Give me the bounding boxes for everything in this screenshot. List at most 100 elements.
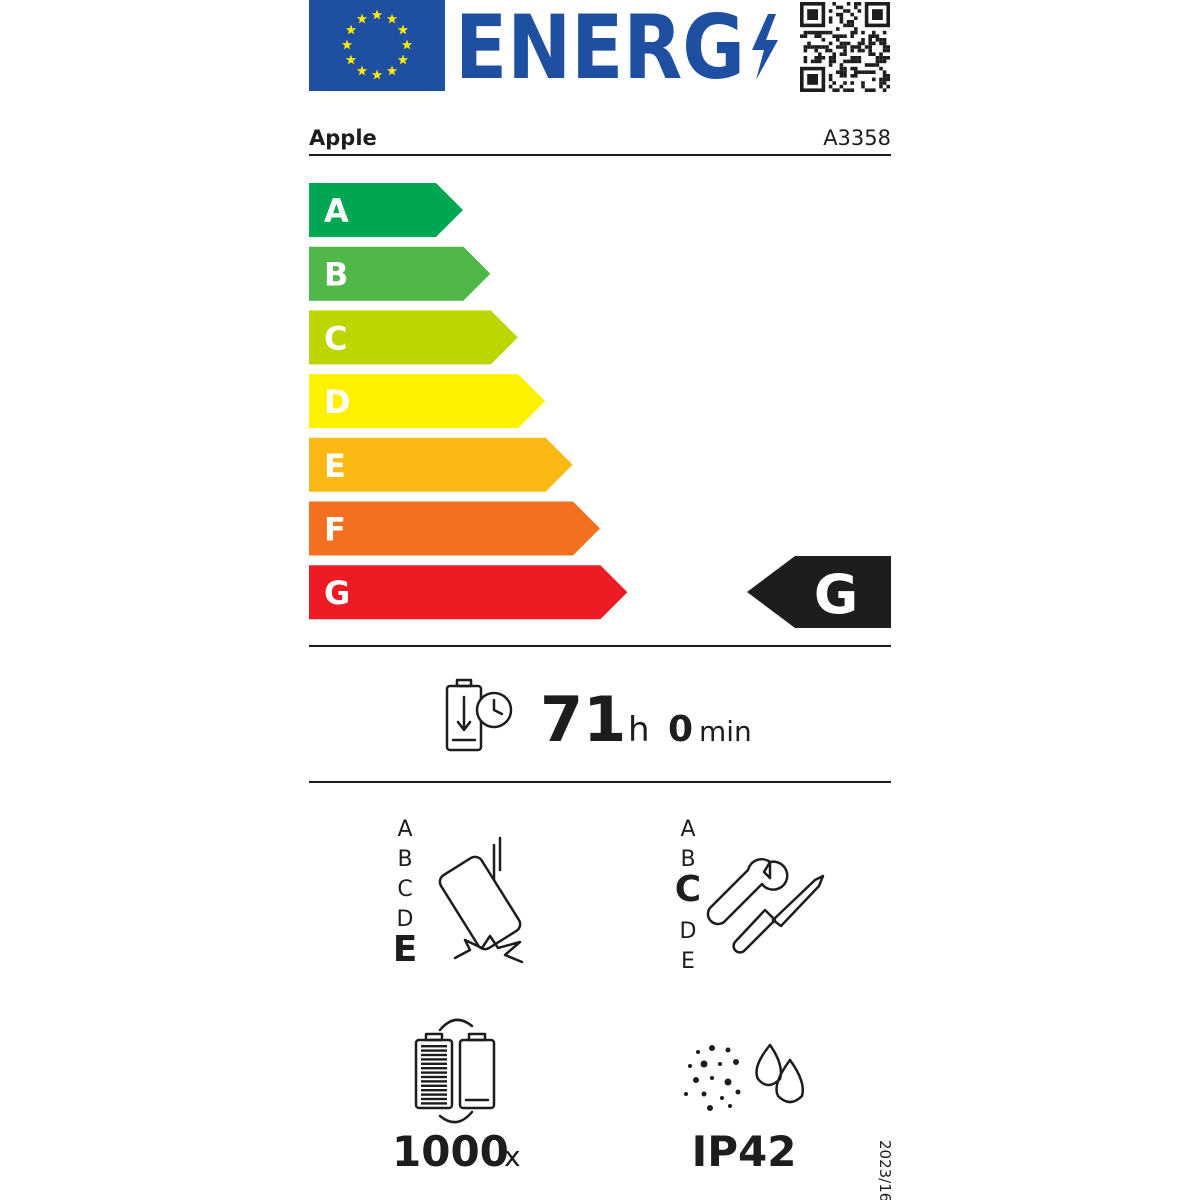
qr-cell bbox=[843, 48, 847, 53]
qr-cell bbox=[854, 30, 858, 35]
qr-cell bbox=[818, 30, 822, 35]
qr-cell bbox=[807, 41, 811, 46]
dust-dot bbox=[718, 1062, 722, 1066]
scale-letter: B bbox=[397, 847, 412, 872]
qr-finder bbox=[807, 9, 818, 20]
qr-cell bbox=[882, 81, 887, 85]
qr-cell bbox=[868, 88, 872, 92]
class-letter: F bbox=[324, 511, 346, 549]
qr-cell bbox=[882, 48, 887, 53]
qr-cell bbox=[854, 2, 858, 6]
qr-cell bbox=[886, 48, 890, 53]
rating-arrow bbox=[747, 556, 891, 628]
qr-cell bbox=[828, 41, 833, 46]
lightning-bolt bbox=[752, 14, 778, 80]
charge-stripe bbox=[421, 1067, 447, 1070]
qr-cell bbox=[854, 66, 858, 71]
qr-cell bbox=[879, 41, 883, 46]
scale-letter: A bbox=[680, 817, 695, 842]
qr-cell bbox=[803, 56, 808, 60]
qr-cell bbox=[828, 74, 833, 78]
qr-cell bbox=[832, 2, 836, 6]
qr-finder bbox=[799, 66, 826, 92]
qr-cell bbox=[828, 59, 833, 64]
battery-endurance-icon bbox=[445, 678, 513, 752]
endurance-hours: 71 bbox=[540, 683, 626, 756]
dust-dot bbox=[696, 1050, 700, 1054]
qr-cell bbox=[818, 52, 822, 56]
qr-cell bbox=[879, 52, 883, 56]
qr-cell bbox=[846, 41, 851, 46]
qr-cell bbox=[868, 34, 872, 38]
qr-cell bbox=[843, 88, 847, 92]
class-letter: D bbox=[324, 383, 351, 421]
class-letter: B bbox=[324, 256, 348, 294]
qr-cell bbox=[879, 81, 883, 85]
qr-finder bbox=[872, 9, 883, 20]
qr-cell bbox=[832, 81, 836, 85]
qr-cell bbox=[832, 52, 836, 56]
qr-cell bbox=[839, 12, 844, 17]
scale-letter: E bbox=[681, 949, 695, 974]
class-arrow bbox=[309, 565, 628, 620]
qr-finder bbox=[864, 1, 890, 28]
qr-cell bbox=[821, 30, 826, 35]
qr-cell bbox=[839, 74, 844, 78]
qr-cell bbox=[879, 84, 883, 89]
qr-cell bbox=[839, 52, 844, 56]
drop-icon bbox=[438, 836, 524, 964]
qr-cell bbox=[846, 23, 851, 28]
cycles-value: 1000 bbox=[392, 1127, 509, 1176]
qr-cell bbox=[864, 63, 869, 67]
qr-finder bbox=[799, 1, 826, 28]
scale-letter: A bbox=[397, 817, 412, 842]
qr-cell bbox=[828, 77, 833, 82]
qr-cell bbox=[882, 77, 887, 82]
qr-cell bbox=[832, 56, 836, 60]
class-letter: E bbox=[324, 447, 346, 485]
endurance-minutes: 0 bbox=[668, 709, 693, 750]
qr-cell bbox=[836, 88, 840, 92]
qr-cell bbox=[836, 27, 840, 31]
class-arrow bbox=[309, 437, 573, 492]
qr-cell bbox=[810, 59, 815, 64]
qr-cell bbox=[828, 30, 833, 35]
qr-cell bbox=[825, 30, 829, 35]
qr-cell bbox=[839, 16, 844, 20]
qr-cell bbox=[850, 81, 854, 85]
qr-cell bbox=[832, 59, 836, 64]
class-letter: G bbox=[324, 574, 350, 612]
qr-cell bbox=[868, 63, 872, 67]
qr-cell bbox=[843, 74, 847, 78]
qr-cell bbox=[828, 20, 833, 24]
qr-cell bbox=[850, 74, 854, 78]
qr-cell bbox=[818, 34, 822, 38]
qr-cell bbox=[839, 84, 844, 89]
qr-cell bbox=[857, 56, 862, 60]
qr-cell bbox=[886, 56, 890, 60]
qr-cell bbox=[825, 45, 829, 49]
qr-cell bbox=[879, 77, 883, 82]
dust-dot bbox=[707, 1105, 713, 1111]
dust-dot bbox=[684, 1092, 688, 1096]
class-letter: A bbox=[324, 192, 349, 230]
qr-cell bbox=[850, 30, 854, 35]
ip-rating: IP42 bbox=[692, 1127, 797, 1176]
eu-star bbox=[386, 13, 398, 24]
qr-cell bbox=[861, 38, 865, 42]
qr-cell bbox=[868, 70, 872, 74]
qr-cell bbox=[832, 34, 836, 38]
brand: Apple bbox=[309, 126, 377, 150]
qr-cell bbox=[839, 63, 844, 67]
qr-cell bbox=[854, 56, 858, 60]
qr-cell bbox=[836, 5, 840, 10]
eu-star bbox=[371, 69, 383, 80]
qr-cell bbox=[843, 45, 847, 49]
charge-stripe bbox=[421, 1097, 447, 1101]
qr-cell bbox=[861, 84, 865, 89]
dust-dot bbox=[725, 1047, 731, 1053]
qr-cell bbox=[843, 52, 847, 56]
qr-cell bbox=[843, 66, 847, 71]
